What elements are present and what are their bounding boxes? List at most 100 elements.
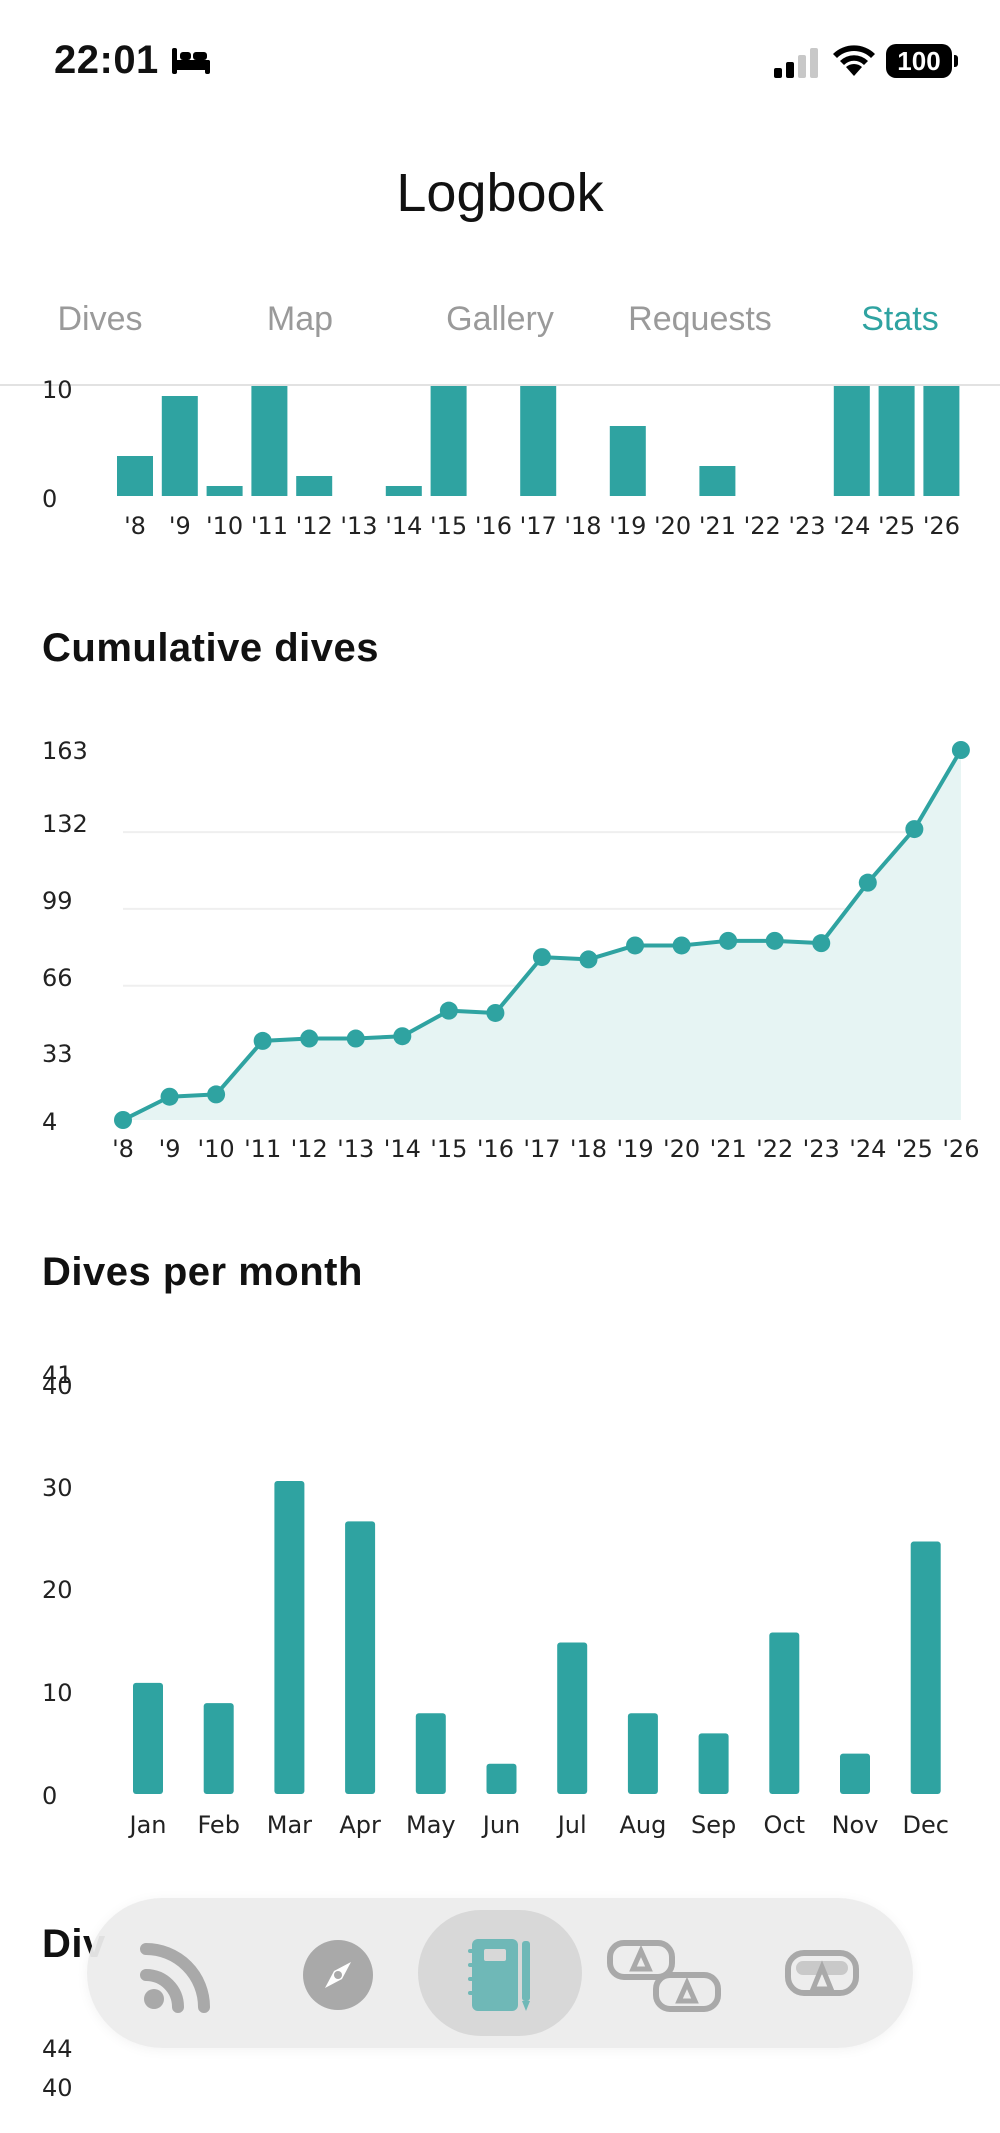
bar	[117, 456, 153, 496]
x-tick-label: '26	[923, 512, 960, 540]
bar	[133, 1682, 163, 1794]
x-tick-label: Jun	[481, 1811, 521, 1839]
tab-stats[interactable]: Stats	[861, 300, 939, 338]
dives-per-month-bar-chart: Jan Feb Mar Apr May Jun Jul Aug Sep Oct Nov Dec	[128, 1480, 949, 1839]
x-tick-label: '20	[663, 1135, 700, 1163]
battery-nub	[954, 55, 958, 67]
data-point	[532, 948, 551, 967]
x-tick-label: '24	[849, 1135, 886, 1163]
x-tick-label: '12	[291, 1135, 328, 1163]
y-tick-label: 10	[42, 1679, 73, 1707]
bar	[878, 386, 915, 496]
x-tick-label: '17	[520, 512, 557, 540]
bar	[345, 1521, 376, 1794]
diver-mask-icon	[785, 1950, 859, 1996]
tab-requests[interactable]: Requests	[628, 300, 772, 338]
x-tick-label: '20	[654, 512, 691, 540]
data-point	[626, 936, 645, 955]
x-tick-label: Feb	[197, 1811, 240, 1839]
data-point	[486, 1003, 505, 1022]
x-tick-label: Oct	[764, 1811, 806, 1839]
bar	[833, 386, 870, 496]
logbook-icon	[468, 1939, 530, 2011]
nav-explore-button[interactable]	[290, 1930, 386, 2020]
data-point	[346, 1029, 365, 1048]
data-point	[207, 1085, 226, 1104]
x-tick-label: '19	[609, 512, 646, 540]
x-tick-label: '23	[788, 512, 825, 540]
x-tick-label: Nov	[832, 1811, 879, 1839]
data-point	[951, 741, 970, 759]
cumulative-dives-area-chart: '8 '9 '10 '11 '12 '13 '14 '15 '16 '17 '18 '19 '20 '21…	[112, 741, 979, 1163]
bar	[385, 486, 422, 496]
y-tick-label: 40	[42, 1372, 73, 1400]
bar	[910, 1541, 941, 1794]
bar	[699, 466, 736, 496]
wifi-icon	[833, 45, 875, 76]
x-tick-label: '21	[699, 512, 736, 540]
bar	[161, 396, 198, 496]
x-tick-label: '13	[340, 512, 377, 540]
data-point	[300, 1029, 319, 1048]
nav-logbook-button[interactable]	[452, 1930, 548, 2020]
x-tick-label: '11	[251, 512, 288, 540]
x-tick-label: '10	[198, 1135, 235, 1163]
x-tick-label: '23	[803, 1135, 840, 1163]
x-tick-label: '12	[296, 512, 333, 540]
x-tick-label: '9	[169, 512, 191, 540]
data-point	[579, 950, 598, 969]
x-tick-label: '8	[112, 1135, 134, 1163]
x-tick-label: Jul	[556, 1811, 587, 1839]
x-tick-label: '19	[616, 1135, 653, 1163]
y-tick-label: 20	[42, 1576, 73, 1604]
y-tick-label: 99	[42, 887, 73, 915]
nav-profile-button[interactable]	[774, 1930, 870, 2020]
data-point	[439, 1001, 458, 1020]
bar	[274, 1480, 305, 1794]
data-point	[905, 820, 924, 839]
data-point	[765, 931, 784, 950]
data-point	[114, 1111, 132, 1129]
data-point	[393, 1027, 412, 1046]
nav-feed-button[interactable]	[130, 1930, 226, 2020]
tab-map[interactable]: Map	[266, 300, 334, 338]
x-tick-label: '13	[337, 1135, 374, 1163]
nav-buddies-button[interactable]	[604, 1930, 724, 2020]
y-tick-label: 132	[42, 810, 88, 838]
bar	[251, 386, 288, 496]
bar	[557, 1642, 588, 1794]
x-tick-label: Mar	[267, 1811, 312, 1839]
x-tick-label: Apr	[339, 1811, 381, 1839]
bar	[769, 1632, 800, 1794]
x-tick-label: Jan	[128, 1811, 167, 1839]
x-tick-label: '24	[833, 512, 870, 540]
x-tick-label: May	[406, 1811, 456, 1839]
yearly-dives-bar-chart: '8 '9 '10 '11 '12'13 '14 '15 '16 '17'18 '19 '20 '21…	[117, 386, 960, 540]
x-tick-label: '25	[878, 512, 915, 540]
bar	[206, 486, 243, 496]
x-tick-label: '14	[384, 1135, 421, 1163]
x-tick-label: Aug	[619, 1811, 666, 1839]
x-tick-label: '18	[570, 1135, 607, 1163]
data-point	[812, 934, 831, 953]
data-point	[858, 873, 877, 892]
x-tick-label: '15	[430, 512, 467, 540]
tab-gallery[interactable]: Gallery	[446, 300, 554, 338]
battery-indicator: 100	[886, 44, 952, 78]
x-tick-label: '22	[756, 1135, 793, 1163]
tab-dives[interactable]: Dives	[57, 300, 143, 338]
bar	[296, 476, 333, 496]
sleep-focus-icon	[172, 48, 210, 74]
feed-icon	[140, 1943, 210, 2013]
bar	[486, 1763, 517, 1794]
x-tick-label: '18	[564, 512, 601, 540]
y-tick-label: 0	[42, 485, 58, 513]
y-tick-label: 163	[42, 737, 88, 765]
x-tick-label: '11	[244, 1135, 281, 1163]
x-tick-label: '16	[477, 1135, 514, 1163]
y-tick-label: 4	[42, 1108, 58, 1136]
y-tick-label: 33	[42, 1040, 73, 1068]
bar	[203, 1703, 234, 1794]
dives-per-month-title: Dives per month	[42, 1250, 363, 1294]
bar	[520, 386, 557, 496]
